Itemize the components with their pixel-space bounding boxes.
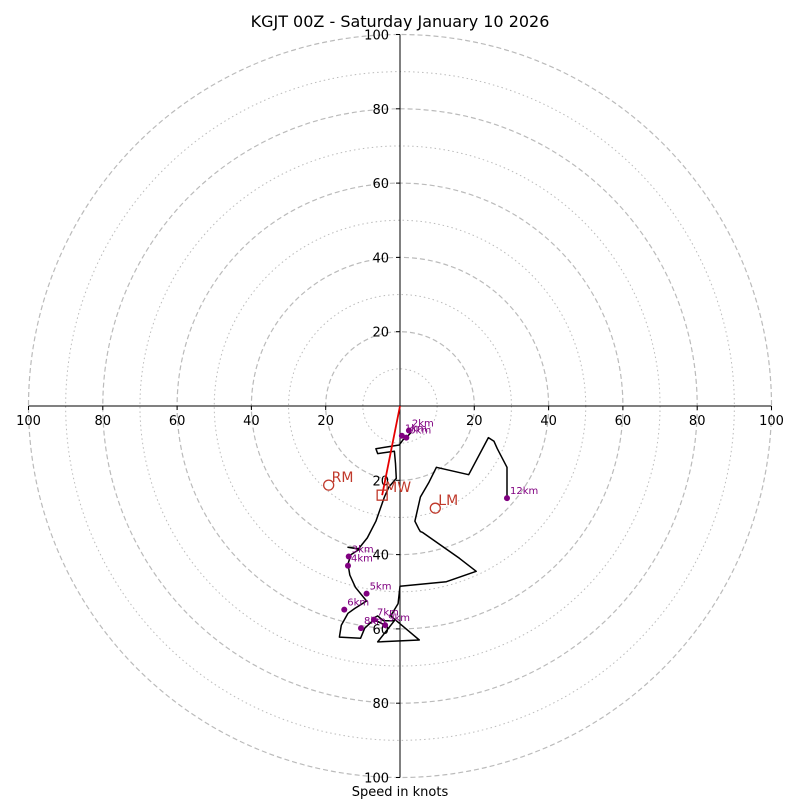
x-axis-label: Speed in knots bbox=[352, 785, 449, 800]
storm-label-mw: MW bbox=[385, 480, 411, 496]
x-tick-label: 80 bbox=[689, 414, 706, 429]
chart-title: KGJT 00Z - Saturday January 10 2026 bbox=[251, 12, 550, 31]
height-label-12km: 12km bbox=[510, 486, 538, 497]
storm-marker-rm bbox=[323, 479, 335, 491]
height-marker-8km bbox=[357, 625, 364, 632]
height-label-7km: 7km bbox=[377, 608, 399, 619]
x-tick-label: 100 bbox=[16, 414, 41, 429]
mean-wind-line bbox=[381, 405, 401, 496]
height-label-8km: 8km bbox=[364, 616, 386, 627]
y-tick-label: 60 bbox=[372, 177, 389, 192]
hodograph-line bbox=[338, 430, 508, 643]
storm-label-rm: RM bbox=[332, 470, 354, 486]
height-marker-1km bbox=[398, 432, 405, 439]
mean-wind-vector bbox=[381, 405, 401, 496]
height-marker-9km bbox=[382, 622, 389, 629]
y-tick-label: 20 bbox=[372, 326, 389, 341]
height-marker-12km bbox=[503, 495, 510, 502]
storm-marker-lm bbox=[429, 502, 441, 514]
height-marker-4km bbox=[344, 562, 351, 569]
y-tick-label: 80 bbox=[372, 103, 389, 118]
y-tick-label: 40 bbox=[372, 251, 389, 266]
x-tick-label: 40 bbox=[540, 414, 557, 429]
x-tick-label: 80 bbox=[95, 414, 112, 429]
height-marker-6km bbox=[341, 606, 348, 613]
storm-motion-markers: RM MW LM bbox=[323, 470, 458, 514]
height-label-9km: 9km bbox=[388, 613, 410, 624]
height-label-1km: 1km bbox=[405, 424, 427, 435]
hodograph-trace bbox=[338, 430, 508, 643]
x-tick-label: 60 bbox=[169, 414, 186, 429]
y-tick-label: 40 bbox=[372, 549, 389, 564]
x-tick-label: 20 bbox=[317, 414, 334, 429]
height-label-4km: 4km bbox=[351, 554, 373, 565]
storm-marker-mw bbox=[376, 489, 388, 501]
height-label-5km: 5km bbox=[370, 582, 392, 593]
x-tick-label: 60 bbox=[615, 414, 632, 429]
y-tick-label: 100 bbox=[364, 29, 389, 44]
y-tick-label: 80 bbox=[372, 697, 389, 712]
height-label-6km: 6km bbox=[347, 598, 369, 609]
x-tick-label: 40 bbox=[243, 414, 260, 429]
height-label-2km: 2km bbox=[412, 419, 434, 430]
storm-label-lm: LM bbox=[438, 493, 458, 509]
height-marker-5km bbox=[363, 590, 370, 597]
height-marker-7km bbox=[370, 616, 377, 623]
height-label-3km: 3km bbox=[352, 544, 374, 555]
y-tick-label: 100 bbox=[364, 772, 389, 787]
height-marker-3km bbox=[345, 553, 352, 560]
height-label-0km: 0km bbox=[409, 426, 431, 437]
x-tick-label: 100 bbox=[759, 414, 784, 429]
height-marker-2km bbox=[405, 427, 412, 434]
x-tick-label: 20 bbox=[466, 414, 483, 429]
